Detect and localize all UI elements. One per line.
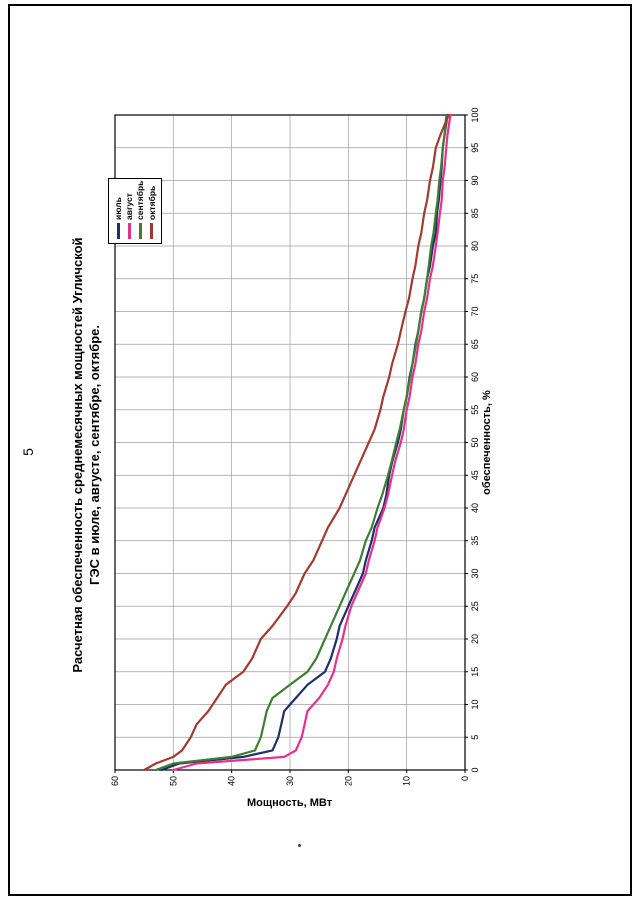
svg-text:85: 85 <box>470 208 480 218</box>
scan-artifact-dot <box>298 844 301 847</box>
svg-text:60: 60 <box>470 372 480 382</box>
svg-text:15: 15 <box>470 667 480 677</box>
legend-label: июль <box>113 197 123 220</box>
rotated-chart-container: Расчетная обеспеченность среднемесячных … <box>60 100 500 810</box>
svg-text:20: 20 <box>343 776 353 786</box>
legend-item-сентябрь: сентябрь <box>135 180 146 239</box>
page-border <box>8 4 632 896</box>
svg-text:80: 80 <box>470 241 480 251</box>
plot-area: 0 5 10 15 20 25 30 35 40 45 50 55 60 65 70 75 80 85 90 95 10… <box>110 107 480 786</box>
svg-text:95: 95 <box>470 143 480 153</box>
svg-text:65: 65 <box>470 339 480 349</box>
svg-text:0: 0 <box>470 767 480 772</box>
legend-item-июль: июль <box>113 183 123 239</box>
chart-legend: июль август сентябрь октябрь <box>108 178 162 244</box>
page-number: 5 <box>19 448 36 456</box>
chart: Расчетная обеспеченность среднемесячных … <box>60 100 500 810</box>
svg-text:75: 75 <box>470 274 480 284</box>
svg-text:25: 25 <box>470 601 480 611</box>
svg-text:100: 100 <box>470 107 480 122</box>
legend-swatch-icon <box>127 223 131 239</box>
svg-text:60: 60 <box>110 776 120 786</box>
svg-text:50: 50 <box>470 437 480 447</box>
y-axis-title: Мощность, МВт <box>247 797 333 809</box>
x-axis-title: обеспеченность, % <box>481 390 493 495</box>
legend-item-октябрь: октябрь <box>147 183 157 239</box>
svg-text:90: 90 <box>470 175 480 185</box>
legend-item-август: август <box>124 183 134 239</box>
svg-text:10: 10 <box>402 776 412 786</box>
legend-label: август <box>124 193 135 220</box>
svg-text:10: 10 <box>470 699 480 709</box>
svg-text:5: 5 <box>470 735 480 740</box>
svg-text:30: 30 <box>470 568 480 578</box>
svg-text:20: 20 <box>470 634 480 644</box>
legend-swatch-icon <box>116 223 120 239</box>
legend-label: октябрь <box>146 185 157 220</box>
legend-swatch-icon <box>150 223 154 239</box>
svg-text:30: 30 <box>285 776 295 786</box>
svg-text:40: 40 <box>227 776 237 786</box>
legend-swatch-icon <box>138 223 142 239</box>
svg-text:35: 35 <box>470 536 480 546</box>
svg-text:50: 50 <box>168 776 178 786</box>
svg-text:40: 40 <box>470 503 480 513</box>
svg-text:70: 70 <box>470 306 480 316</box>
svg-text:45: 45 <box>470 470 480 480</box>
legend-label: сентябрь <box>135 180 146 220</box>
svg-text:55: 55 <box>470 405 480 415</box>
svg-text:0: 0 <box>460 776 470 781</box>
